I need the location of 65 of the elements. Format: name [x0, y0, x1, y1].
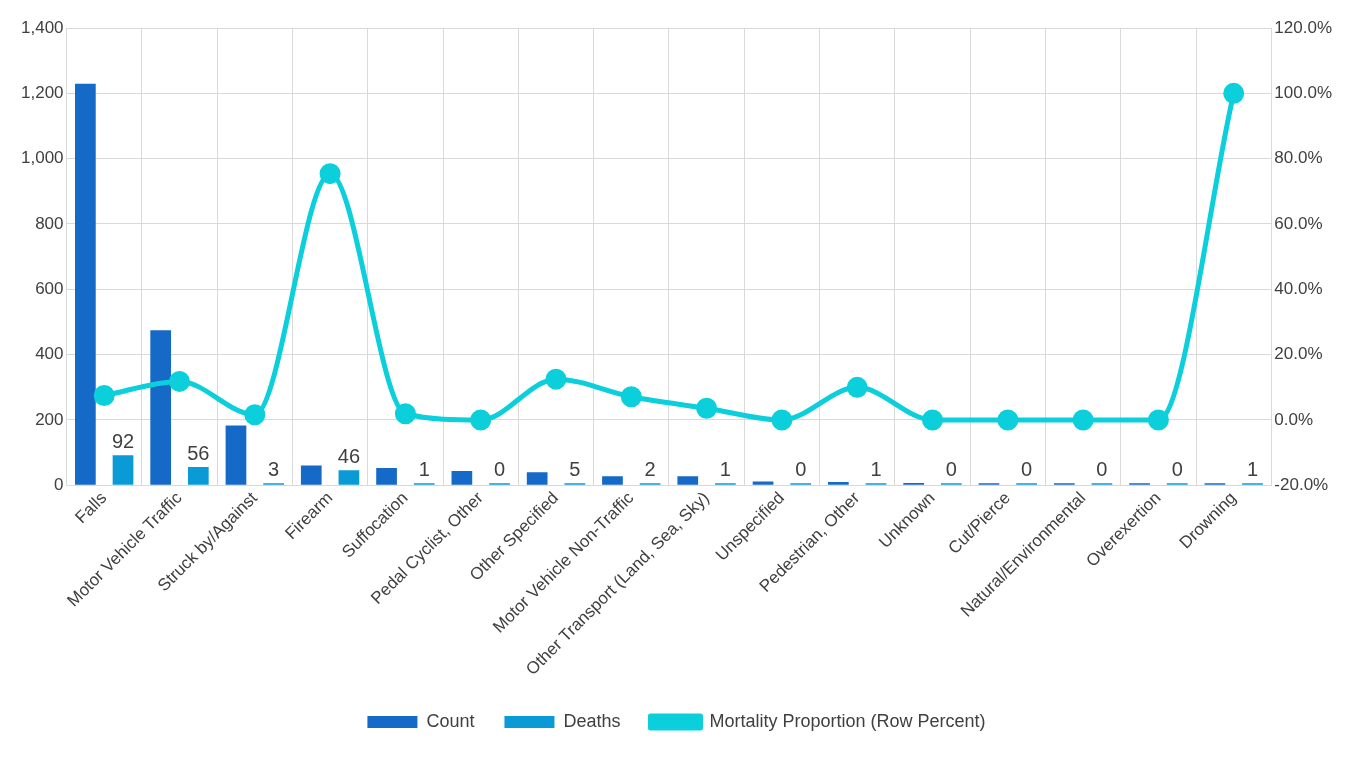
y-tick-label: 600: [35, 279, 64, 298]
point: [696, 397, 718, 419]
point: [319, 163, 341, 185]
point: [93, 384, 115, 406]
data-label: 1: [719, 457, 731, 480]
point: [921, 409, 943, 431]
legend-label: Mortality Proportion (Row Percent): [709, 710, 986, 731]
bar: [300, 465, 322, 485]
point: [997, 409, 1019, 431]
point: [620, 386, 642, 408]
bar: [376, 467, 397, 485]
data-label: 46: [337, 444, 361, 467]
bar: [451, 470, 473, 485]
point: [545, 368, 567, 390]
y2-tick-label: 40.0%: [1274, 279, 1323, 298]
bar: [338, 470, 360, 485]
legend-label: Count: [426, 710, 475, 731]
bar: [112, 455, 134, 485]
bar: [187, 467, 209, 485]
y2-tick-label: 100.0%: [1274, 83, 1333, 103]
y-tick-label: 400: [35, 344, 64, 364]
data-label: 0: [1171, 457, 1183, 480]
y2-tick-label: 60.0%: [1274, 213, 1323, 233]
data-label: 92: [111, 429, 135, 452]
data-label: 0: [1096, 457, 1108, 480]
data-label: 1: [870, 457, 882, 480]
data-label: 2: [644, 457, 656, 480]
point: [168, 370, 190, 392]
y2-tick-label: 0.0%: [1274, 409, 1314, 429]
bar: [75, 83, 96, 485]
data-label: 0: [493, 457, 506, 480]
data-label: 56: [187, 441, 210, 464]
point: [244, 404, 266, 426]
data-label: 3: [268, 457, 280, 480]
bar: [752, 481, 774, 485]
point: [1147, 409, 1169, 431]
point: [470, 409, 492, 431]
y2-tick-label: 20.0%: [1274, 344, 1323, 364]
bar: [225, 425, 247, 485]
y-tick-label: 200: [35, 409, 64, 429]
bar: [677, 476, 699, 485]
point: [1223, 82, 1245, 104]
data-label: 0: [945, 457, 957, 480]
point: [1072, 409, 1094, 431]
y-tick-label: 1,200: [20, 83, 64, 103]
bar: [150, 330, 172, 485]
data-label: 0: [795, 457, 807, 480]
y2-tick-label: -20.0%: [1274, 474, 1329, 494]
data-label: 0: [1021, 457, 1033, 480]
legend-label: Deaths: [563, 710, 621, 731]
y2-tick-label: 120.0%: [1274, 17, 1333, 37]
bar: [526, 472, 548, 485]
point: [846, 376, 868, 398]
bar: [828, 482, 849, 485]
data-label: 5: [569, 457, 581, 480]
y2-tick-label: 80.0%: [1274, 148, 1323, 168]
data-label: 1: [1246, 457, 1259, 480]
point: [394, 403, 416, 425]
y-tick-label: 1,000: [20, 148, 64, 168]
data-label: 1: [418, 457, 430, 480]
y-tick-label: 1,400: [20, 17, 64, 37]
point: [771, 409, 793, 431]
y-tick-label: 0: [54, 474, 64, 494]
bar: [602, 476, 623, 485]
y-tick-label: 800: [35, 213, 64, 233]
